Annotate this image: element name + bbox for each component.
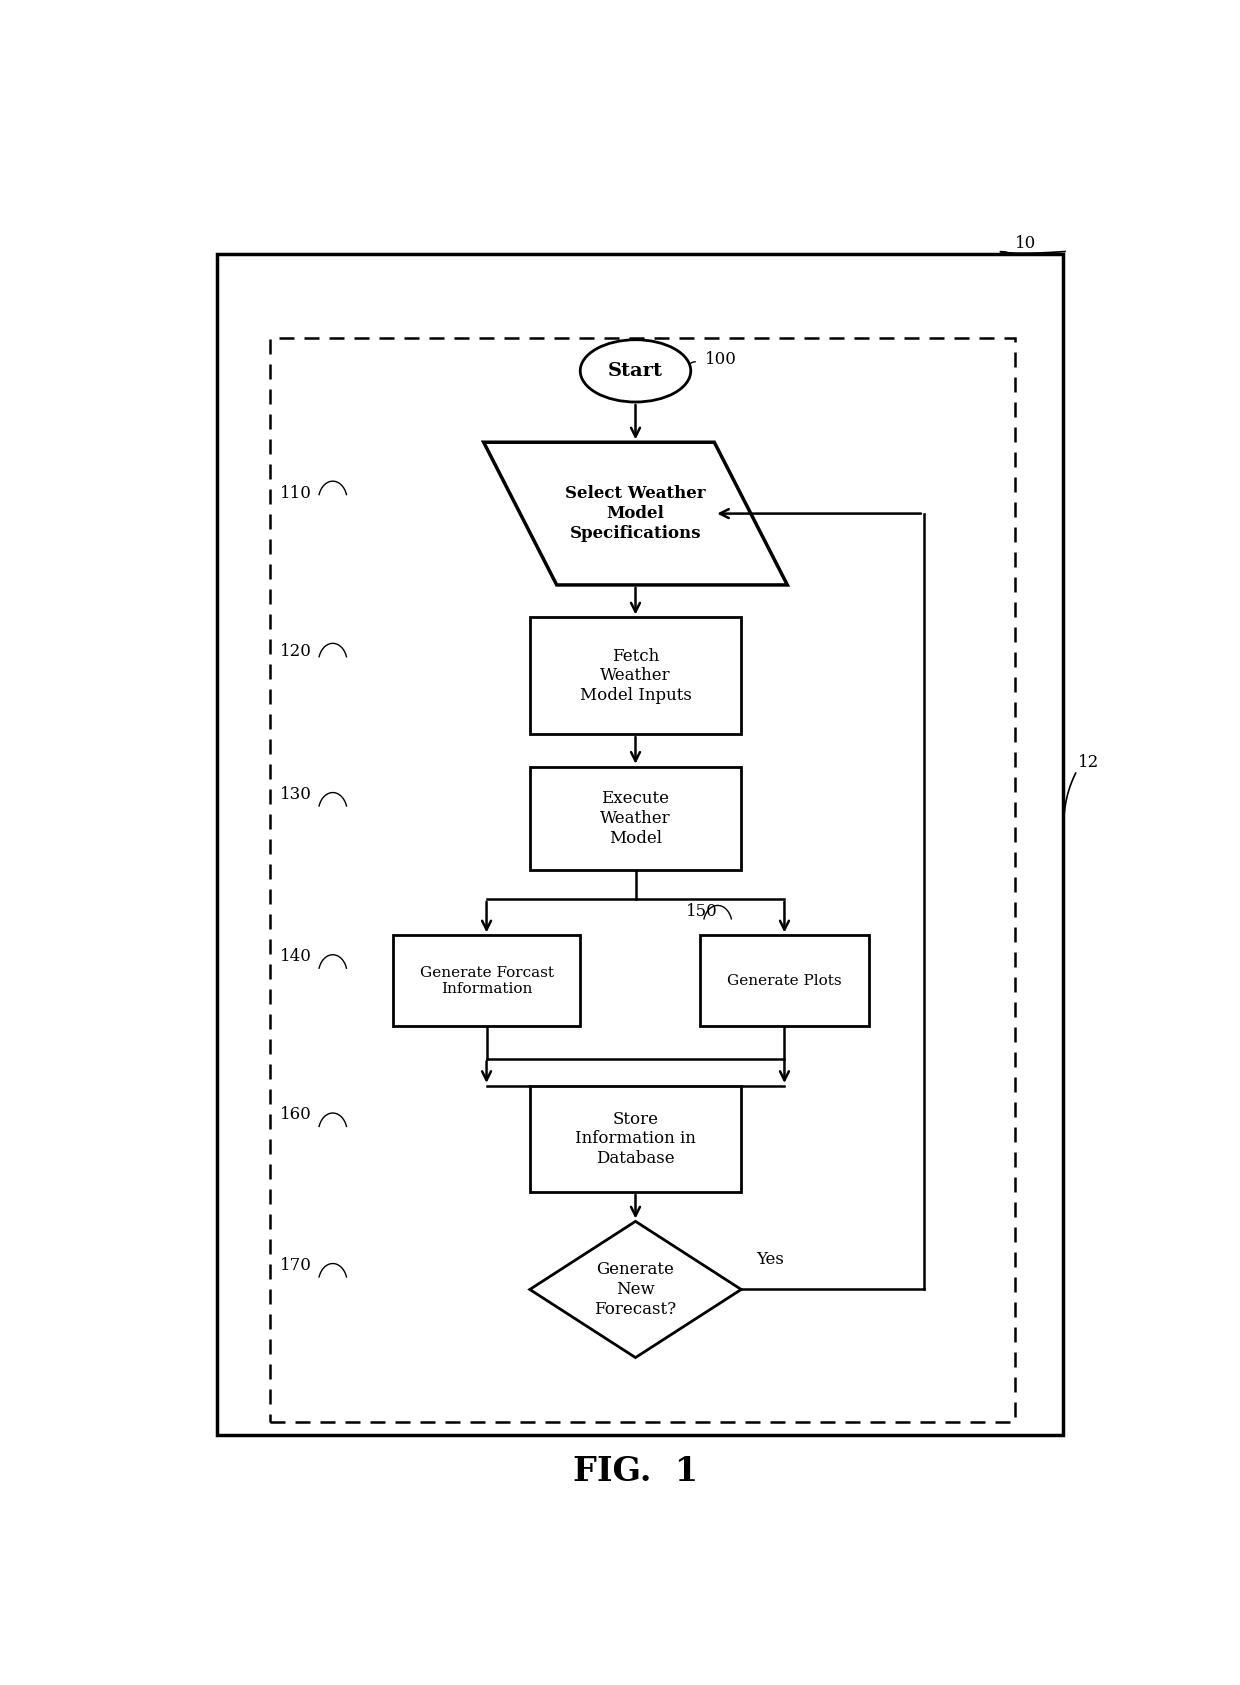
Text: FIG.  1: FIG. 1	[573, 1454, 698, 1488]
Bar	[217, 254, 1063, 1436]
Text: 12: 12	[1078, 753, 1099, 770]
Text: Generate
New
Forecast?: Generate New Forecast?	[594, 1262, 677, 1318]
Polygon shape	[484, 441, 787, 585]
Text: 140: 140	[280, 949, 311, 966]
Text: Select Weather
Model
Specifications: Select Weather Model Specifications	[565, 485, 706, 541]
Bar	[529, 1085, 742, 1193]
Text: Start: Start	[608, 362, 663, 379]
Text: 160: 160	[280, 1107, 311, 1124]
Text: Store
Information in
Database: Store Information in Database	[575, 1110, 696, 1168]
Text: 130: 130	[280, 785, 311, 804]
Bar	[393, 935, 580, 1026]
Bar	[529, 617, 742, 735]
Text: Fetch
Weather
Model Inputs: Fetch Weather Model Inputs	[579, 647, 692, 704]
Text: 170: 170	[280, 1257, 311, 1274]
Bar	[529, 767, 742, 871]
Ellipse shape	[580, 340, 691, 403]
Text: Execute
Weather
Model: Execute Weather Model	[600, 790, 671, 846]
Text: 120: 120	[280, 644, 311, 661]
Text: 110: 110	[280, 485, 311, 502]
Text: Generate Plots: Generate Plots	[727, 974, 842, 987]
Text: Generate Forcast
Information: Generate Forcast Information	[419, 966, 553, 996]
Text: 10: 10	[1016, 234, 1037, 251]
Bar	[270, 339, 1016, 1422]
Text: 150: 150	[686, 903, 718, 920]
Text: 100: 100	[706, 352, 737, 369]
Polygon shape	[529, 1222, 742, 1358]
Bar	[701, 935, 868, 1026]
Text: Yes: Yes	[755, 1250, 784, 1267]
